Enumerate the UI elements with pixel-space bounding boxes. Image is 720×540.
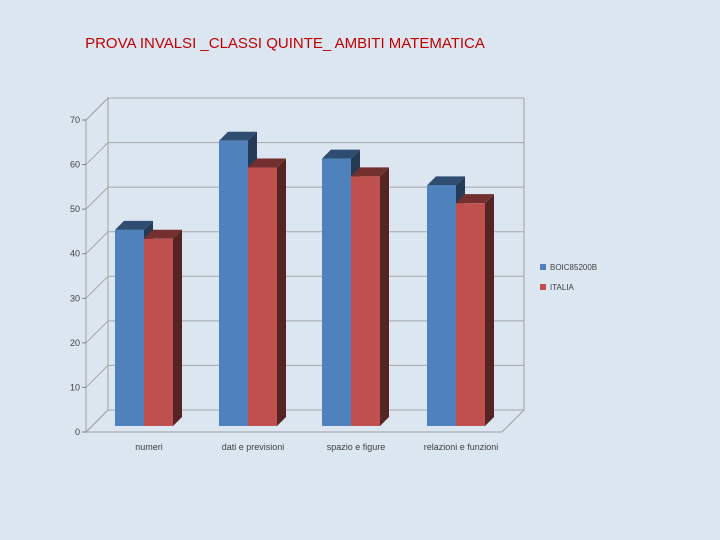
bar-top [351,167,389,177]
y-tick-label: 20 [70,338,80,348]
bar-front [322,158,351,427]
bar-front [115,229,144,426]
bar [248,158,286,426]
bar-side [380,167,389,426]
bar-front [219,140,248,426]
legend-swatch [540,284,546,290]
legend-swatch [540,264,546,270]
x-category-label: numeri [135,442,163,452]
bar-front [456,203,485,426]
y-tick-label: 30 [70,293,80,303]
x-category-label: spazio e figure [327,442,386,452]
y-tick-label: 60 [70,160,80,170]
y-tick-label: 40 [70,249,80,259]
bars [115,131,494,427]
gridline [85,142,524,165]
gridline [85,97,524,121]
bar-side [485,194,494,426]
chart-title: PROVA INVALSI _CLASSI QUINTE_ AMBITI MAT… [85,35,485,52]
y-tick-label: 10 [70,382,80,392]
bar [351,167,389,426]
y-axis-ticks: 0 10 20 30 40 50 60 70 [70,115,86,437]
legend: BOIC85200B ITALIA [540,263,597,292]
y-tick-label: 0 [75,427,80,437]
bar-top [144,229,182,239]
bar-front [351,176,380,426]
bar-top [248,158,286,168]
bar-front [248,167,277,426]
bar-top [427,176,465,186]
side-wall [85,96,109,434]
bar-front [144,238,173,426]
legend-label: BOIC85200B [550,263,597,272]
x-category-label: relazioni e funzioni [424,442,499,452]
y-tick-label: 70 [70,115,80,125]
bar-top [115,220,153,230]
bar [456,194,494,426]
plot-walls [84,96,526,434]
bar-front [427,185,456,426]
y-tick-label: 50 [70,204,80,214]
bar-top [219,131,257,141]
x-category-label: dati e previsioni [222,442,285,452]
bar-top [456,194,494,204]
bar-side [277,158,286,426]
legend-label: ITALIA [550,283,575,292]
bar-side [173,229,182,426]
x-axis-categories: numeri dati e previsioni spazio e figure re… [135,442,498,452]
bar [144,229,182,426]
bar-top [322,149,360,159]
